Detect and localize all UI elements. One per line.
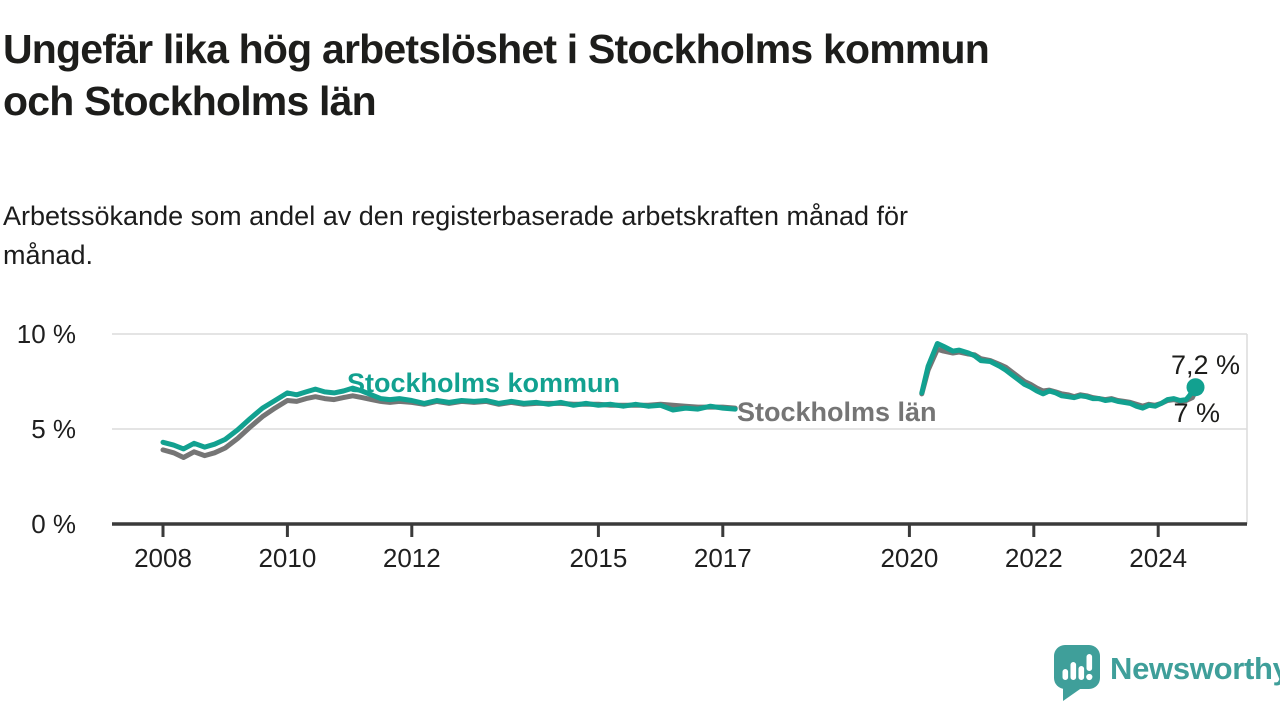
chart-title-line1: Ungefär lika hög arbetslöshet i Stockhol…	[3, 26, 990, 72]
x-axis-tick-label: 2008	[134, 543, 192, 573]
chart-subtitle-line2: månad.	[3, 239, 94, 270]
newsworthy-brand-name: Newsworthy	[1110, 651, 1280, 686]
y-axis-tick-label: 0 %	[31, 509, 76, 539]
chart-title-line2: och Stockholms län	[3, 77, 377, 124]
newsworthy-bubble-chart-icon	[1054, 645, 1100, 701]
y-axis-tick-label: 5 %	[31, 414, 76, 444]
kommun-end-value: 7,2 %	[1170, 350, 1240, 380]
x-axis-tick-label: 2022	[1005, 543, 1063, 573]
chart-subtitle-line1: Arbetssökande som andel av den registerb…	[3, 201, 909, 231]
lan-end-value: 7 %	[1173, 398, 1220, 428]
chart-title: Ungefär lika hög arbetslöshet i Stockhol…	[3, 24, 1273, 127]
x-axis-tick-label: 2020	[880, 543, 938, 573]
series-end-dot	[1186, 378, 1205, 397]
x-axis-tick-label: 2017	[694, 543, 752, 573]
x-axis-tick-label: 2015	[569, 543, 627, 573]
y-axis-tick-label: 10 %	[17, 319, 76, 349]
newsworthy-logo: Newsworthy	[1053, 644, 1280, 702]
series-line-stockholms-kommun	[919, 341, 1198, 411]
lan-series-label: Stockholms län	[737, 397, 937, 427]
x-axis-tick-label: 2010	[258, 543, 316, 573]
x-axis-tick-label: 2012	[383, 543, 441, 573]
chart-subtitle: Arbetssökande som andel av den registerb…	[3, 197, 1213, 274]
kommun-series-label: Stockholms kommun	[347, 368, 621, 398]
series-line-stockholms-kommun	[160, 385, 738, 452]
x-axis-tick-label: 2024	[1129, 543, 1187, 573]
